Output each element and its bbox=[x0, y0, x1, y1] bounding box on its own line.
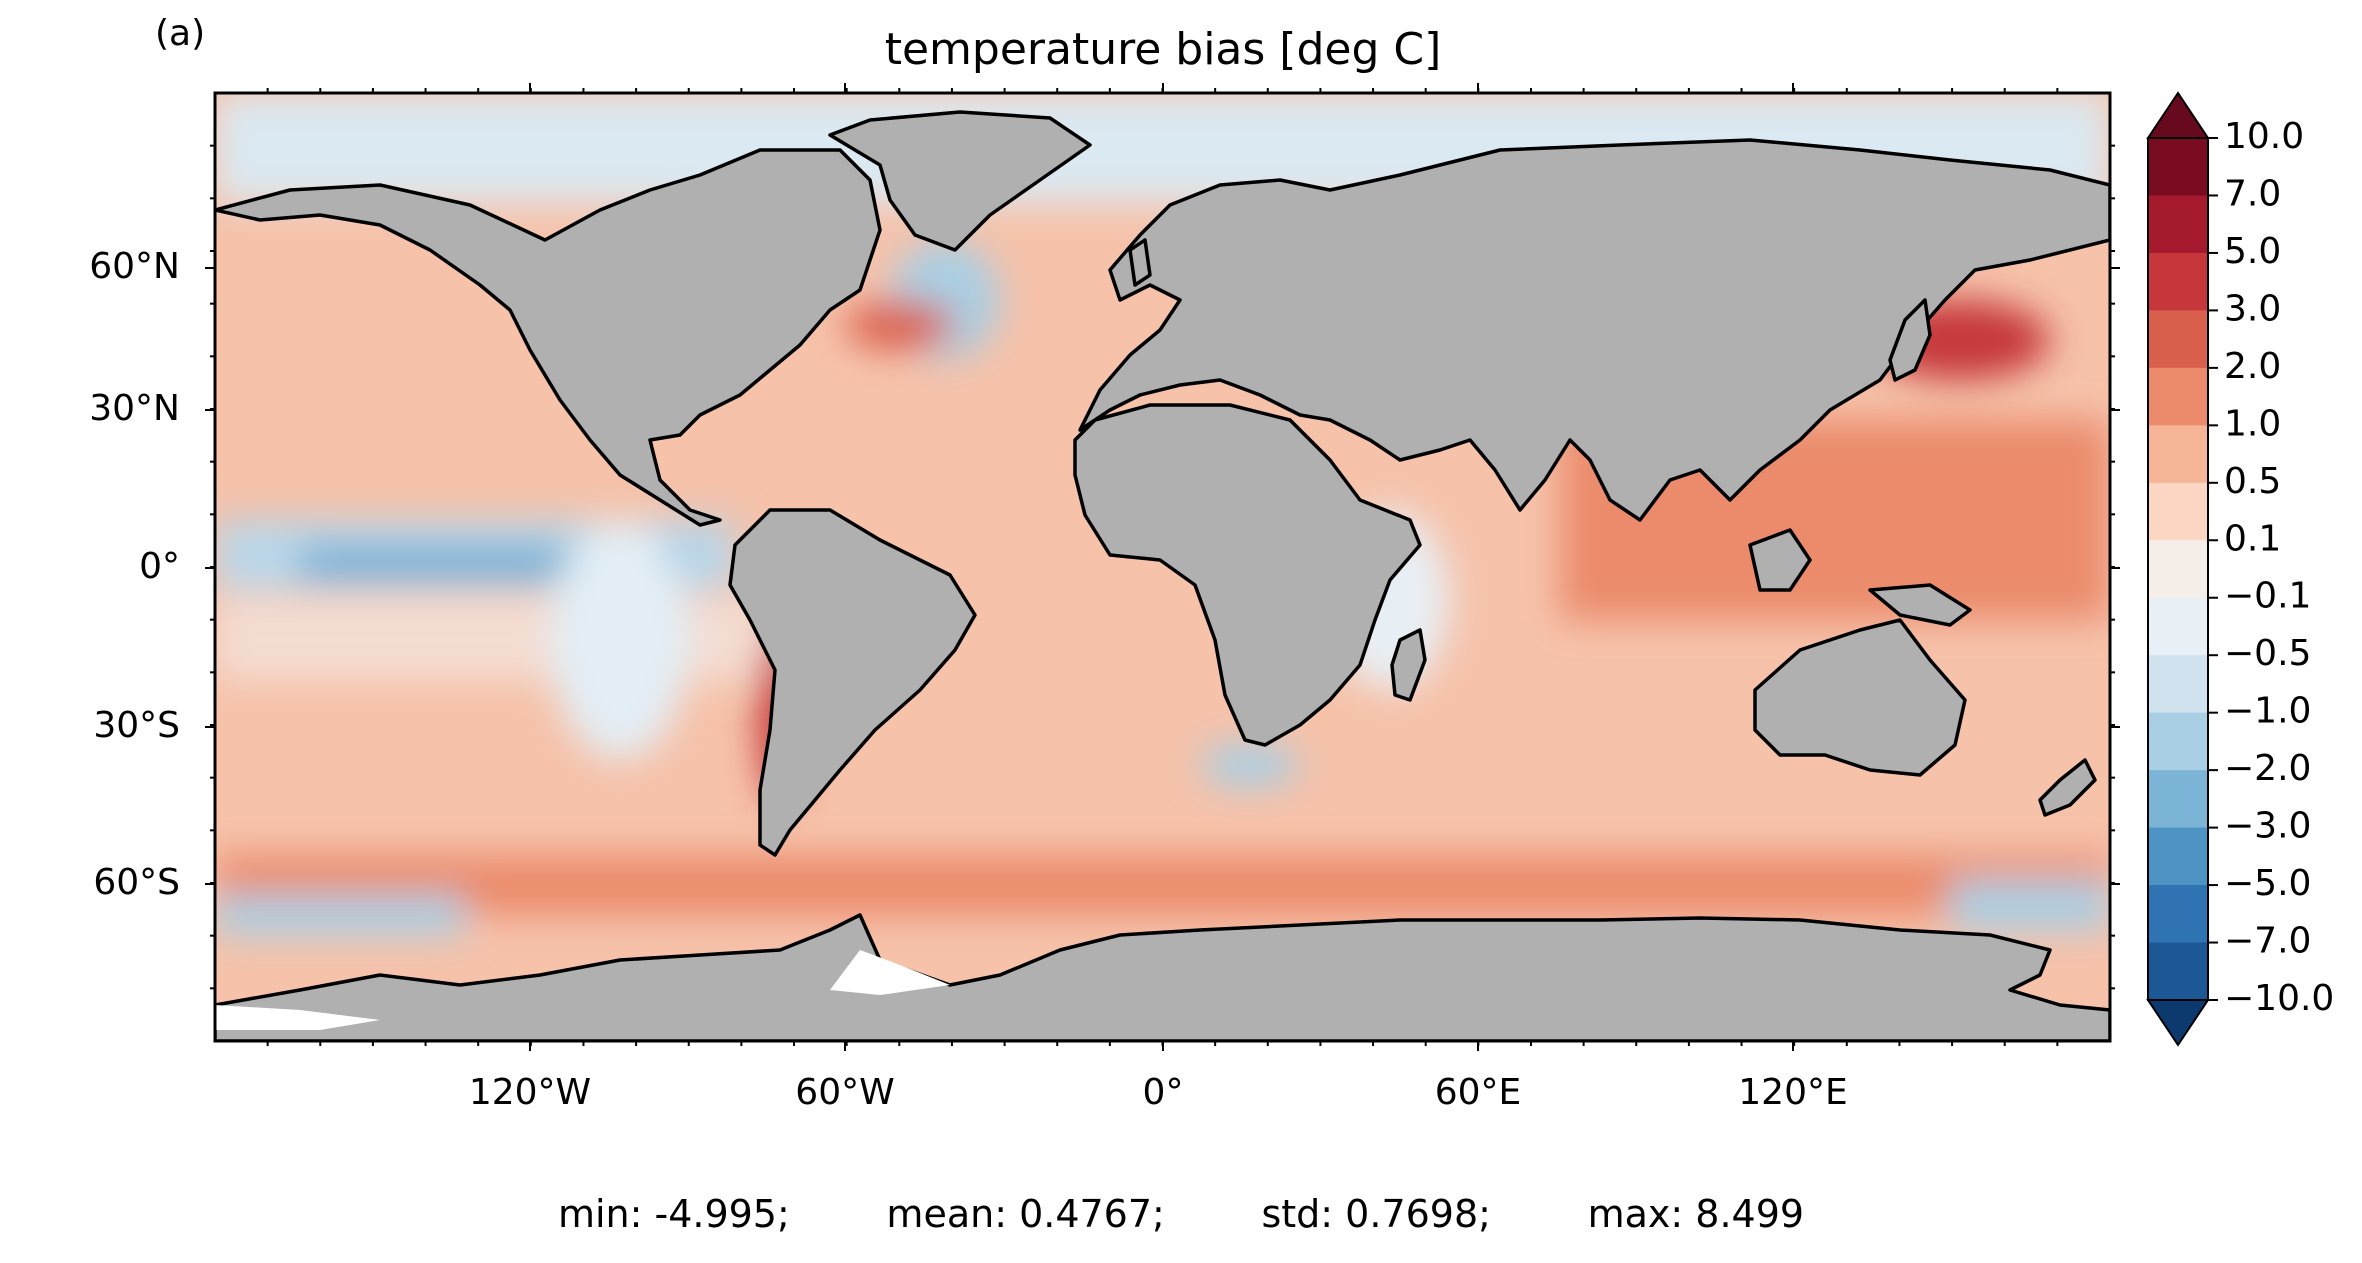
colorbar-under-extension bbox=[2146, 999, 2210, 1047]
colorbar-tick-label: 0.5 bbox=[2224, 461, 2281, 502]
south-pacific-cool-patch bbox=[550, 520, 690, 760]
stat-max: max: 8.499 bbox=[1587, 1192, 1805, 1236]
colorbar-segment bbox=[2148, 942, 2208, 1001]
lon-tick-120e: 120°E bbox=[1738, 1072, 1847, 1113]
stats-line: min: -4.995; mean: 0.4767; std: 0.7698; … bbox=[0, 1192, 2362, 1236]
new-guinea bbox=[1868, 583, 1972, 627]
colorbar-tick-label: 5.0 bbox=[2224, 231, 2281, 272]
colorbar-tick-label: 3.0 bbox=[2224, 288, 2281, 329]
colorbar-tick-label: −0.5 bbox=[2224, 633, 2311, 674]
map-area bbox=[215, 93, 2110, 1041]
colorbar-segment bbox=[2148, 425, 2208, 484]
greenland bbox=[828, 110, 1092, 252]
borneo bbox=[1748, 528, 1812, 592]
colorbar-tick-label: −0.1 bbox=[2224, 576, 2311, 617]
colorbar-tick-label: 1.0 bbox=[2224, 403, 2281, 444]
lat-tick-0: 0° bbox=[139, 546, 180, 587]
east-antarctic-cool bbox=[1950, 880, 2110, 930]
lat-tick-30s: 30°S bbox=[93, 705, 180, 746]
new-zealand bbox=[2038, 758, 2097, 817]
agulhas-cool bbox=[1200, 743, 1300, 787]
stat-min: min: -4.995; bbox=[557, 1192, 790, 1236]
weddell-ice bbox=[830, 950, 950, 995]
colorbar-segment bbox=[2148, 540, 2208, 599]
colorbar-tick-label: −1.0 bbox=[2224, 691, 2311, 732]
colorbar-segment bbox=[2148, 712, 2208, 771]
australia bbox=[1753, 618, 1967, 777]
map-title: temperature bias [deg C] bbox=[885, 24, 1442, 75]
japan bbox=[1888, 298, 1932, 382]
gulf-stream-warm bbox=[845, 300, 955, 350]
stat-std: std: 0.7698; bbox=[1261, 1192, 1491, 1236]
lon-tick-60w: 60°W bbox=[795, 1072, 894, 1113]
colorbar-tick-label: 7.0 bbox=[2224, 173, 2281, 214]
southern-ocean-warm bbox=[215, 855, 2110, 915]
colorbar-tick-label: −2.0 bbox=[2224, 748, 2311, 789]
stat-mean: mean: 0.4767; bbox=[886, 1192, 1165, 1236]
colorbar-frame bbox=[2147, 137, 2209, 1001]
axes: 60°N 30°N 0° 30°S 60°S 120°W 60°W 0° 60°… bbox=[89, 83, 2120, 1113]
colorbar-tick-label: −3.0 bbox=[2224, 806, 2311, 847]
north-america bbox=[215, 148, 882, 527]
colorbar-tick-label: −5.0 bbox=[2224, 863, 2311, 904]
lon-tick-0: 0° bbox=[1143, 1072, 1184, 1113]
antarctica bbox=[215, 913, 2110, 1041]
madagascar bbox=[1390, 628, 1427, 702]
colorbar-tick-label: 0.1 bbox=[2224, 518, 2281, 559]
south-pacific-neutral bbox=[215, 600, 775, 680]
panel-label: (a) bbox=[155, 13, 205, 54]
colorbar-tick-label: 10.0 bbox=[2224, 116, 2304, 157]
colorbar-tick-label: −7.0 bbox=[2224, 921, 2311, 962]
lon-tick-120w: 120°W bbox=[469, 1072, 591, 1113]
colorbar-segment bbox=[2148, 138, 2208, 196]
lat-tick-60s: 60°S bbox=[93, 862, 180, 903]
uk bbox=[1128, 238, 1152, 287]
colorbar-segment bbox=[2148, 482, 2208, 541]
colorbar-segment bbox=[2148, 310, 2208, 369]
land-masses bbox=[215, 110, 2110, 1041]
ross-sea-cool bbox=[215, 895, 465, 935]
colorbar: 10.0 7.0 5.0 3.0 2.0 1.0 0.5 0.1 −0.1 −0.5 −1.0 −2.… bbox=[2146, 91, 2334, 1047]
colorbar-segment bbox=[2148, 367, 2208, 426]
colorbar-tick-label: 2.0 bbox=[2224, 346, 2281, 387]
lon-tick-60e: 60°E bbox=[1435, 1072, 1522, 1113]
colorbar-over-extension bbox=[2146, 91, 2210, 139]
colorbar-segment bbox=[2148, 885, 2208, 944]
lat-tick-60n: 60°N bbox=[89, 246, 180, 287]
colorbar-segment bbox=[2148, 252, 2208, 311]
colorbar-segment bbox=[2148, 827, 2208, 886]
ross-ice bbox=[215, 1005, 380, 1030]
africa bbox=[1073, 403, 1422, 747]
colorbar-segment bbox=[2148, 597, 2208, 656]
south-america bbox=[728, 508, 977, 857]
colorbar-segment bbox=[2148, 770, 2208, 829]
colorbar-segment bbox=[2148, 655, 2208, 714]
colorbar-tick-label: −10.0 bbox=[2224, 978, 2334, 1019]
lat-tick-30n: 30°N bbox=[89, 388, 180, 429]
colorbar-segment bbox=[2148, 195, 2208, 254]
